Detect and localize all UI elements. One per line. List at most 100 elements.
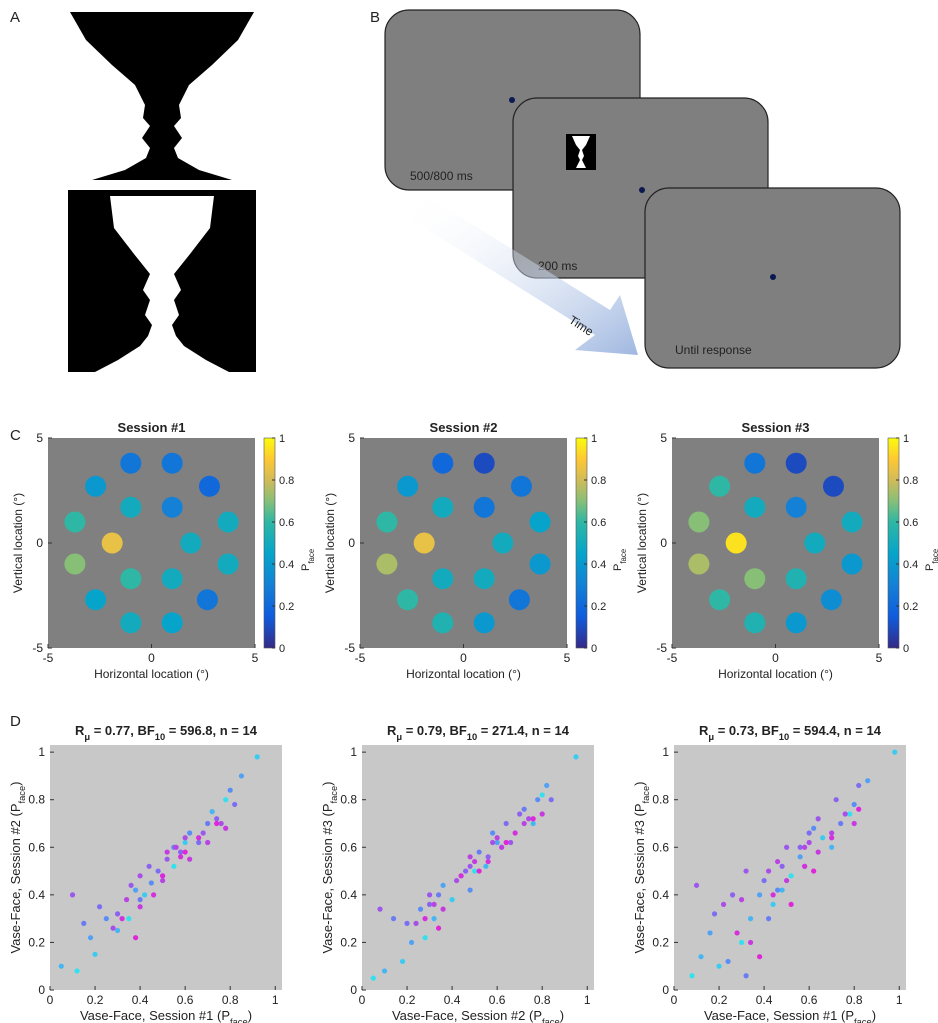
fixation-dot <box>509 97 515 103</box>
data-point <box>440 883 445 888</box>
data-point <box>104 916 109 921</box>
text-part: face <box>641 786 651 804</box>
data-point <box>495 840 500 845</box>
y-tick-label: 0.6 <box>28 840 45 854</box>
text-part: P <box>612 564 624 571</box>
data-point <box>865 778 870 783</box>
colorbar-label: Pface <box>300 548 316 571</box>
colorbar-tick-label: 0.4 <box>591 559 606 571</box>
data-point <box>780 887 785 892</box>
location-dot <box>432 612 453 633</box>
x-tick-label: 0 <box>47 993 54 1007</box>
data-point <box>382 968 387 973</box>
data-point <box>449 897 454 902</box>
colorbar-tick-label: 0.4 <box>903 559 918 571</box>
y-tick-label: 0.4 <box>28 888 45 902</box>
data-point <box>214 821 219 826</box>
chart-title: Rμ = 0.79, BF10 = 271.4, n = 14 <box>387 723 570 742</box>
x-tick-label: 0.6 <box>177 993 194 1007</box>
colorbar-tick-label: 0.2 <box>903 601 918 613</box>
location-dot <box>744 497 765 518</box>
data-point <box>223 826 228 831</box>
location-dot <box>530 512 551 533</box>
data-point <box>757 954 762 959</box>
data-point <box>418 907 423 912</box>
x-tick-label: 0.2 <box>399 993 416 1007</box>
data-point <box>128 883 133 888</box>
data-point <box>771 902 776 907</box>
data-point <box>422 935 427 940</box>
data-point <box>178 849 183 854</box>
data-point <box>698 954 703 959</box>
data-point <box>816 816 821 821</box>
y-axis-label: Vase-Face, Session #2 (Pface) <box>8 781 27 953</box>
fixation-dot <box>770 274 776 280</box>
vase-silhouette <box>70 12 254 180</box>
location-dot <box>162 612 183 633</box>
colorbar-tick-label: 0.2 <box>591 601 606 613</box>
data-point <box>549 797 554 802</box>
location-dot <box>821 589 842 610</box>
x-tick-label: 0.6 <box>489 993 506 1007</box>
data-point <box>716 964 721 969</box>
data-point <box>205 821 210 826</box>
data-point <box>214 816 219 821</box>
location-dot <box>120 453 141 474</box>
data-point <box>495 835 500 840</box>
data-point <box>255 754 260 759</box>
location-dot <box>744 453 765 474</box>
text-part: Vase-Face, Session #2 (P <box>392 1008 542 1023</box>
x-tick-label: 0 <box>359 993 366 1007</box>
data-point <box>459 873 464 878</box>
location-dot <box>530 554 551 575</box>
data-point <box>743 868 748 873</box>
data-point <box>499 845 504 850</box>
text-part: Vase-Face, Session #3 (P <box>632 803 647 953</box>
y-axis-label: Vertical location (°) <box>11 493 25 593</box>
data-point <box>110 926 115 931</box>
y-tick-label: 0.6 <box>340 840 357 854</box>
data-point <box>147 864 152 869</box>
data-point <box>775 859 780 864</box>
data-point <box>531 821 536 826</box>
x-tick-label: 0 <box>671 993 678 1007</box>
text-part: = 0.79, BF <box>402 723 467 738</box>
data-point <box>734 930 739 935</box>
y-tick-label: 0.6 <box>652 840 669 854</box>
data-point <box>232 802 237 807</box>
trial-sequence: 500/800 ms 200 ms Time Until response <box>385 10 900 368</box>
location-dot <box>842 554 863 575</box>
y-tick-label: 1 <box>350 745 357 759</box>
data-point <box>454 878 459 883</box>
location-dot <box>786 497 807 518</box>
data-point <box>811 826 816 831</box>
data-point <box>748 940 753 945</box>
x-tick-label: -5 <box>43 651 54 665</box>
location-dot <box>432 568 453 589</box>
location-dot <box>397 476 418 497</box>
data-point <box>196 840 201 845</box>
y-tick-label: 0 <box>36 536 43 550</box>
data-point <box>694 883 699 888</box>
data-point <box>133 935 138 940</box>
panel-label: D <box>10 713 21 730</box>
data-point <box>409 940 414 945</box>
screen-label: Until response <box>675 343 752 357</box>
data-point <box>440 907 445 912</box>
text-part: = 594.4, n = 14 <box>789 723 882 738</box>
data-point <box>137 904 142 909</box>
data-point <box>504 821 509 826</box>
y-tick-label: 0.4 <box>340 888 357 902</box>
location-dot <box>786 612 807 633</box>
data-point <box>829 830 834 835</box>
text-part: face <box>329 786 339 804</box>
location-dot <box>474 612 495 633</box>
x-tick-label: 0 <box>772 651 779 665</box>
plot-background <box>48 438 255 648</box>
data-point <box>504 840 509 845</box>
location-dot <box>474 568 495 589</box>
location-dot <box>804 533 825 554</box>
y-tick-label: 0.8 <box>340 793 357 807</box>
location-dot <box>414 533 435 554</box>
data-point <box>486 854 491 859</box>
